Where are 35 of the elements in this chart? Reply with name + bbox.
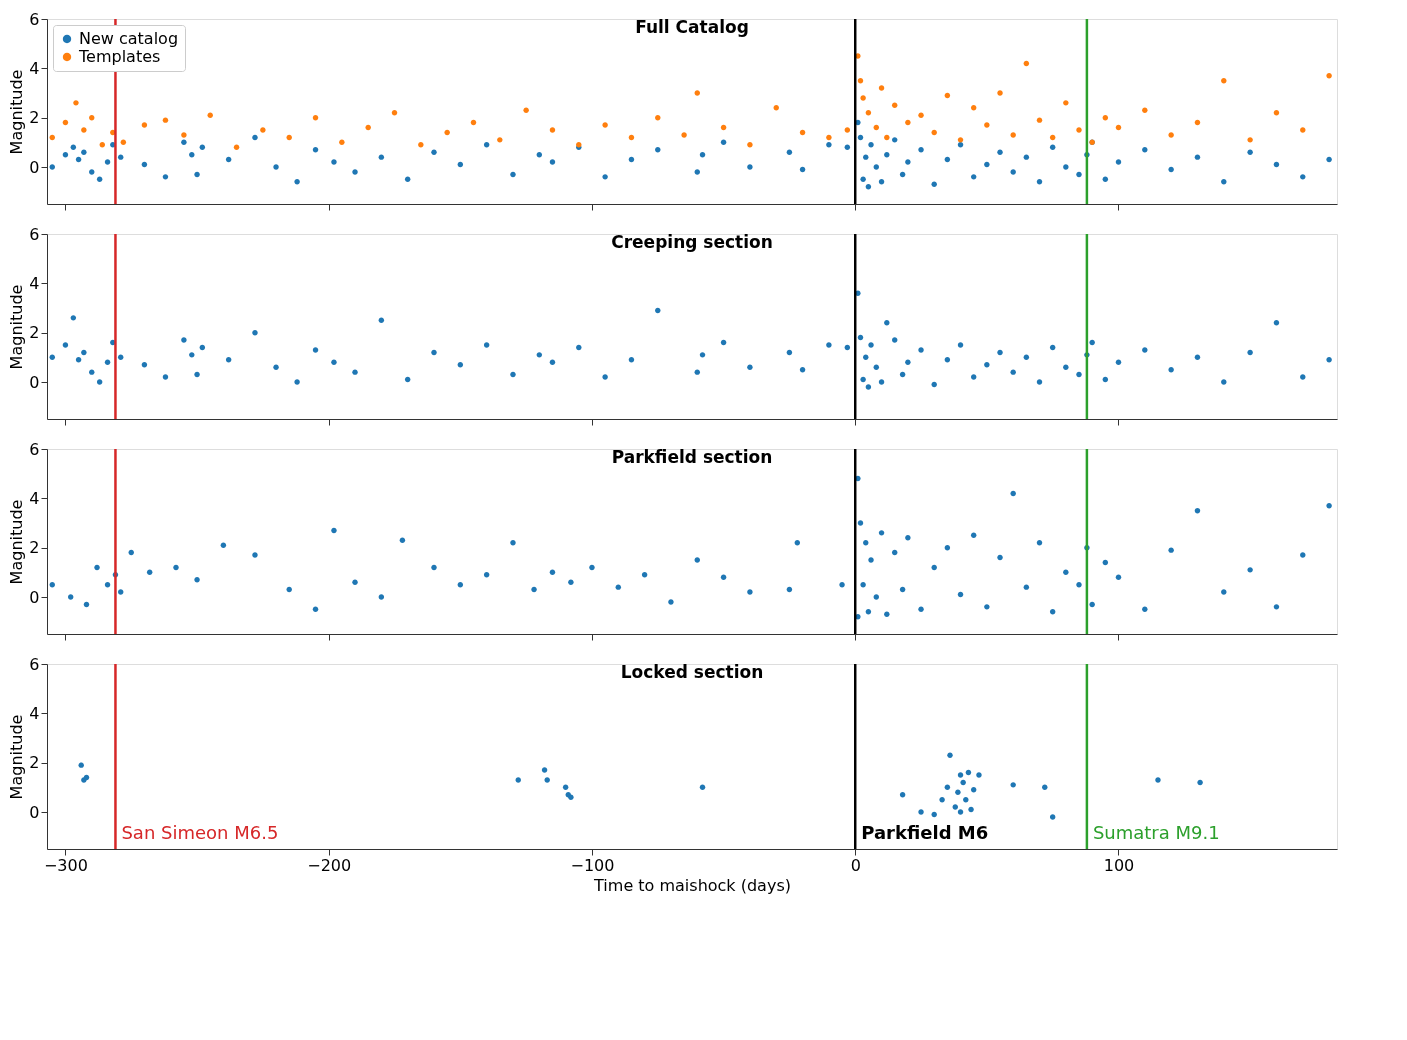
x-tick-label: 100: [1103, 855, 1135, 875]
x-tick-label: 0: [850, 855, 861, 875]
y-tick-label: 0: [29, 372, 40, 392]
legend-label: New catalog: [79, 29, 179, 48]
y-tick-label: 2: [29, 753, 40, 773]
y-tick-label: 0: [29, 802, 40, 822]
x-tick-label: −200: [307, 855, 352, 875]
ref-line-label: Sumatra M9.1: [1092, 822, 1220, 843]
y-axis-title: Magnitude: [7, 499, 27, 585]
chart-title: Creeping section: [611, 232, 773, 252]
y-axis-title: Magnitude: [7, 284, 27, 370]
y-tick-label: 6: [29, 439, 40, 459]
chart-title: Locked section: [620, 662, 764, 682]
y-tick-label: 4: [29, 58, 40, 78]
legend-label: Templates: [78, 47, 161, 66]
ref-line-label: San Simeon M6.5: [121, 822, 279, 843]
chart-title: Parkfield section: [611, 447, 773, 467]
y-tick-label: 6: [29, 654, 40, 674]
y-tick-label: 6: [29, 224, 40, 244]
x-tick-label: −100: [570, 855, 615, 875]
y-tick-label: 4: [29, 703, 40, 723]
y-tick-label: 2: [29, 323, 40, 343]
y-axis-title: Magnitude: [7, 69, 27, 155]
y-tick-label: 2: [29, 538, 40, 558]
y-tick-label: 4: [29, 273, 40, 293]
ref-line-label: Parkfield M6: [861, 822, 989, 843]
x-tick-label: −300: [43, 855, 88, 875]
chart-title: Full Catalog: [635, 17, 749, 37]
y-tick-label: 2: [29, 108, 40, 128]
x-axis-title: Time to maishock (days): [593, 875, 791, 895]
y-tick-label: 6: [29, 9, 40, 29]
y-tick-label: 4: [29, 488, 40, 508]
y-tick-label: 0: [29, 157, 40, 177]
y-tick-label: 0: [29, 587, 40, 607]
y-axis-title: Magnitude: [7, 714, 27, 800]
